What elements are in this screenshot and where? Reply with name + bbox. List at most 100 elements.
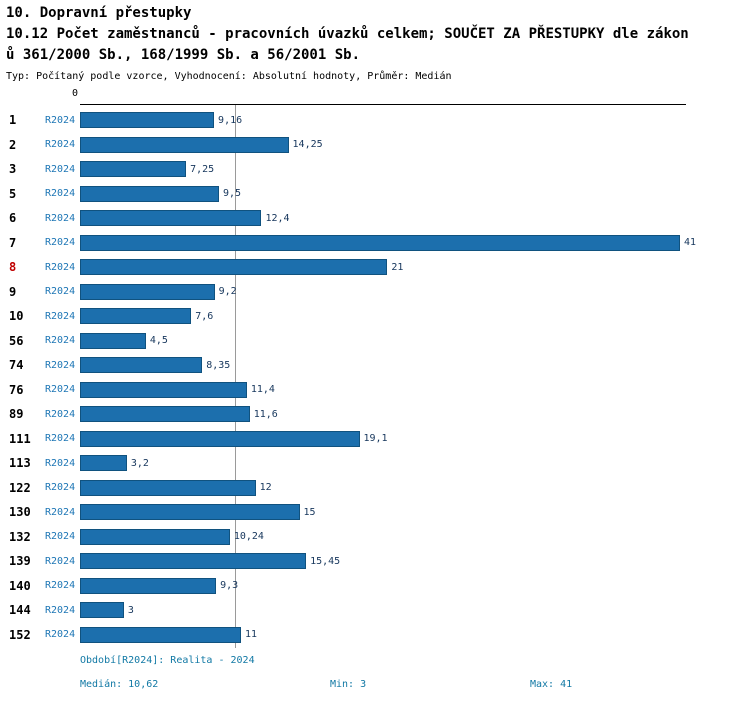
chart-header: 10. Dopravní přestupky 10.12 Počet zaměs…	[6, 3, 689, 86]
bar-value-label: 14,25	[292, 139, 323, 151]
bar	[80, 136, 289, 153]
bar-value-label: 15	[303, 506, 316, 518]
bar-track: 15	[80, 500, 750, 525]
bar	[80, 479, 256, 496]
table-row: 10 R2024 7,6	[0, 304, 750, 329]
table-row: 9 R2024 9,2	[0, 280, 750, 305]
bar	[80, 332, 146, 349]
bar-track: 4,5	[80, 329, 750, 354]
category-label: 56	[9, 333, 24, 348]
bar-value-label: 11,4	[250, 384, 275, 396]
bar-track: 9,16	[80, 108, 750, 133]
bar-value-label: 4,5	[149, 335, 168, 347]
table-row: 7 R2024 41	[0, 231, 750, 256]
bar-rows: 1 R2024 9,16 2 R2024 14,25 3 R2024 7,25 5 R2024 9,5…	[0, 108, 750, 647]
category-label: 152	[9, 627, 31, 642]
series-label: R2024	[45, 629, 76, 641]
series-label: R2024	[45, 604, 76, 616]
table-row: 132 R2024 10,24	[0, 525, 750, 550]
bar-value-label: 9,16	[218, 114, 243, 126]
bar-track: 9,5	[80, 182, 750, 207]
bar	[80, 504, 300, 521]
bar-value-label: 15,45	[310, 555, 341, 567]
bar-track: 15,45	[80, 549, 750, 574]
min-stat: Min: 3	[330, 679, 367, 690]
category-label: 76	[9, 382, 24, 397]
table-row: 6 R2024 12,4	[0, 206, 750, 231]
x-axis-zero-label: 0	[71, 88, 78, 99]
table-row: 140 R2024 9,3	[0, 574, 750, 599]
bar-value-label: 11	[244, 629, 258, 641]
category-label: 113	[9, 456, 31, 471]
series-label: R2024	[45, 237, 76, 249]
series-label: R2024	[45, 531, 76, 543]
category-label: 74	[9, 358, 24, 373]
category-label: 139	[9, 554, 31, 569]
category-label: 1	[9, 113, 17, 128]
table-row: 139 R2024 15,45	[0, 549, 750, 574]
table-row: 74 R2024 8,35	[0, 353, 750, 378]
bar-value-label: 7,25	[190, 163, 215, 175]
category-label: 130	[9, 505, 31, 520]
bar-track: 7,25	[80, 157, 750, 182]
category-label: 140	[9, 578, 31, 593]
bar-value-label: 10,24	[233, 531, 264, 543]
x-axis-line	[80, 104, 686, 105]
bar-track: 11,4	[80, 378, 750, 403]
series-label: R2024	[45, 482, 76, 494]
bar-track: 12	[80, 476, 750, 501]
bar	[80, 210, 262, 227]
bar-track: 8,35	[80, 353, 750, 378]
bar-value-label: 21	[391, 261, 404, 273]
bar-value-label: 19,1	[363, 433, 388, 445]
series-label: R2024	[45, 580, 76, 592]
bar-value-label: 8,35	[206, 359, 231, 371]
bar-value-label: 9,2	[218, 286, 237, 298]
category-label: 2	[9, 137, 17, 152]
table-row: 3 R2024 7,25	[0, 157, 750, 182]
bar-track: 14,25	[80, 133, 750, 158]
table-row: 89 R2024 11,6	[0, 402, 750, 427]
bar-track: 9,3	[80, 574, 750, 599]
series-label: R2024	[45, 359, 76, 371]
bar-value-label: 3	[127, 604, 134, 616]
series-label: R2024	[45, 261, 76, 273]
bar	[80, 185, 220, 202]
bar	[80, 430, 360, 447]
bar	[80, 528, 230, 545]
chart-subtitle: Typ: Počítaný podle vzorce, Vyhodnocení:…	[6, 71, 452, 82]
series-label: R2024	[45, 163, 76, 175]
category-label: 122	[9, 480, 31, 495]
bar	[80, 308, 192, 325]
period-label: Období[R2024]: Realita - 2024	[80, 655, 255, 666]
series-label: R2024	[45, 335, 76, 347]
series-label: R2024	[45, 188, 76, 200]
category-label: 9	[9, 284, 17, 299]
series-label: R2024	[45, 457, 76, 469]
bar-track: 10,24	[80, 525, 750, 550]
table-row: 122 R2024 12	[0, 476, 750, 501]
chart-title-line-3: ů 361/2000 Sb., 168/1999 Sb. a 56/2001 S…	[6, 47, 361, 63]
bar	[80, 626, 241, 643]
table-row: 130 R2024 15	[0, 500, 750, 525]
category-label: 89	[9, 407, 24, 422]
bar	[80, 553, 307, 570]
category-label: 132	[9, 529, 31, 544]
category-label: 3	[9, 162, 17, 177]
bar-track: 41	[80, 231, 750, 256]
category-label: 5	[9, 186, 17, 201]
category-label: 7	[9, 235, 17, 250]
bar-value-label: 11,6	[253, 408, 278, 420]
bar-value-label: 7,6	[195, 310, 214, 322]
table-row: 111 R2024 19,1	[0, 427, 750, 452]
bar	[80, 234, 680, 251]
bar-track: 19,1	[80, 427, 750, 452]
series-label: R2024	[45, 408, 76, 420]
category-label: 111	[9, 431, 31, 446]
bar-value-label: 41	[684, 237, 697, 249]
series-label: R2024	[45, 310, 76, 322]
bar	[80, 602, 124, 619]
series-label: R2024	[45, 384, 76, 396]
category-label: 6	[9, 211, 17, 226]
